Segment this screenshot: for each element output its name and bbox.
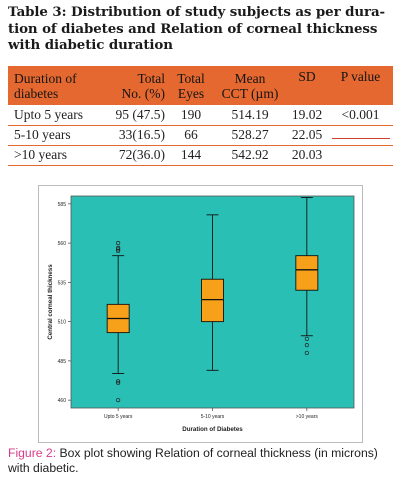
figure-caption-text: Box plot showing Relation of corneal thi… <box>8 446 378 475</box>
table-title-line: with diabetic duration <box>8 37 173 53</box>
y-tick-label: 535 <box>58 280 67 286</box>
cell-eyes: 190 <box>180 106 202 122</box>
y-tick-label: 460 <box>58 398 67 404</box>
outlier-point <box>116 380 121 385</box>
header-sd: SD <box>298 69 316 84</box>
table-header-row: Duration of diabetes Total No. (%) Total Ey… <box>8 66 393 105</box>
cell-duration: 5-10 years <box>14 127 71 142</box>
table-row: >10 years 72(36.0) 144 542.92 20.03 <box>8 145 393 165</box>
outlier-point <box>116 398 121 403</box>
cell-p-value <box>328 125 393 145</box>
cell-total-no: 95 (47.5) <box>115 106 166 122</box>
y-tick-label: 510 <box>58 320 67 326</box>
x-axis-label: Duration of Diabetes <box>182 426 243 433</box>
cell-duration: Upto 5 years <box>14 106 83 122</box>
cell-mean-cct: 542.92 <box>231 147 269 162</box>
box <box>295 255 319 291</box>
outlier-point <box>304 336 309 341</box>
outlier-point <box>304 350 309 356</box>
figure-caption-lead: Figure 2: <box>8 446 57 460</box>
header-duration: Duration of diabetes <box>14 70 77 101</box>
cell-sd: 20.03 <box>291 147 323 162</box>
cell-p-value: <0.001 <box>341 106 380 122</box>
cell-total-no: 72(36.0) <box>118 147 165 162</box>
header-total-no: Total No. (%) <box>121 70 166 101</box>
header-mean-cct: Mean CCT (µm) <box>221 70 279 101</box>
x-tick-label: Upto 5 years <box>104 414 133 420</box>
cell-duration: >10 years <box>14 147 67 162</box>
data-table: Duration of diabetes Total No. (%) Total Ey… <box>8 66 393 166</box>
outlier-point <box>304 343 309 348</box>
x-tick-label: 5-10 years <box>201 414 225 420</box>
table-row: 5-10 years 33(16.5) 66 528.27 22.05 <box>8 125 393 145</box>
box-plot-svg: 460 485 510 535 560 585 Central corneal thickn… <box>47 195 355 433</box>
y-tick-label: 560 <box>58 241 67 247</box>
table-title-line: Table 3: Distribution of study subjects … <box>8 4 386 20</box>
table-title-line: tion of diabetes and Relation of corneal… <box>8 20 378 37</box>
outlier-point <box>116 247 121 252</box>
cell-p-value <box>328 145 393 165</box>
cell-mean-cct: 528.27 <box>231 127 269 142</box>
y-tick-label: 585 <box>58 202 67 208</box>
cell-sd: 19.02 <box>291 106 323 122</box>
p-value-rule <box>331 138 390 139</box>
box-plot-figure: 460 485 510 535 560 585 Central corneal thickn… <box>38 185 363 443</box>
cell-mean-cct: 514.19 <box>231 106 269 122</box>
table-row: Upto 5 years 95 (47.5) 190 514.19 19.02 … <box>8 105 393 125</box>
y-tick-label: 485 <box>58 359 67 365</box>
cell-total-no: 33(16.5) <box>118 127 165 142</box>
cell-sd: 22.05 <box>291 127 323 142</box>
outlier-point <box>116 241 121 246</box>
table-title: Table 3: Distribution of study subjects … <box>8 4 398 54</box>
header-total-eyes: Total Eyes <box>177 70 205 101</box>
cell-eyes: 66 <box>184 127 198 142</box>
box <box>201 278 224 323</box>
cell-eyes: 144 <box>180 147 202 162</box>
y-axis-label: Central corneal thickness <box>47 264 54 340</box>
outlier-point <box>116 245 121 250</box>
figure-caption: Figure 2: Box plot showing Relation of c… <box>8 446 400 476</box>
x-tick-label: >10 years <box>296 414 319 420</box>
outlier-point <box>116 379 121 384</box>
header-p-value: P value <box>340 69 381 84</box>
